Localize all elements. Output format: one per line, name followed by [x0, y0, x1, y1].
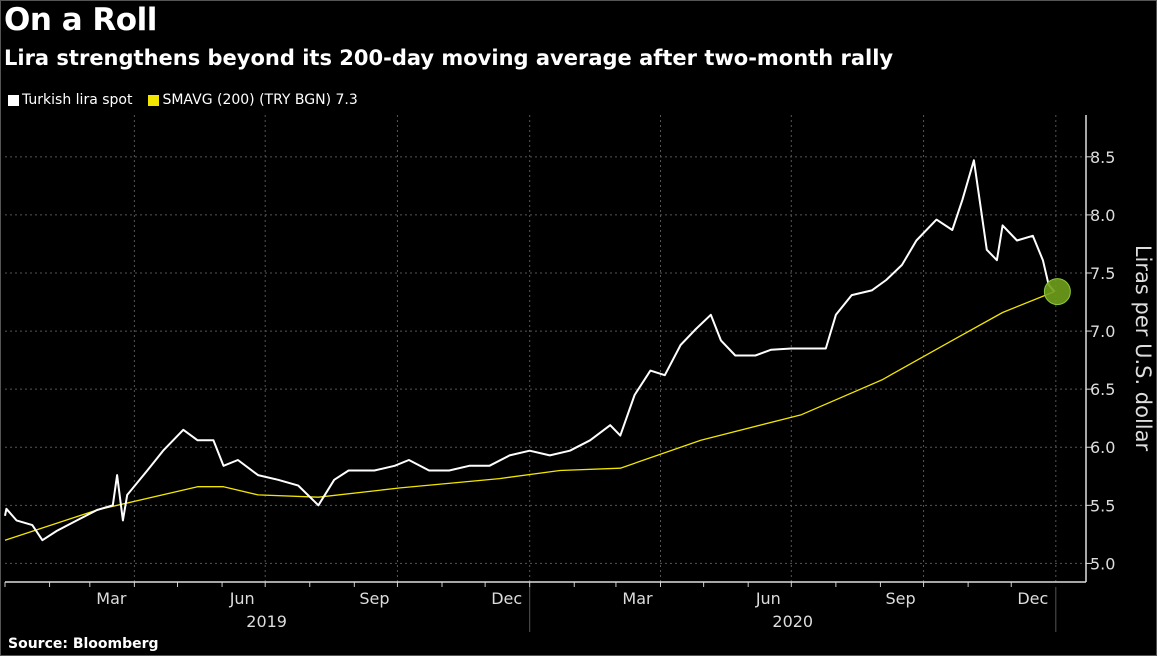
y-tick-label: 7.0: [1090, 322, 1115, 341]
y-tick-label: 6.0: [1090, 438, 1115, 457]
x-tick-label: Sep: [885, 589, 915, 608]
x-year-label: 2020: [772, 612, 813, 631]
chart-subtitle: Lira strengthens beyond its 200-day movi…: [4, 46, 894, 70]
legend-item-spot[interactable]: Turkish lira spot: [8, 92, 132, 108]
x-year-label: 2019: [246, 612, 287, 631]
axes: 5.0 5.5 6.0 6.5 7.0 7.5 8.0 8.5 Mar Jun Sep Dec Mar J…: [4, 115, 1115, 632]
y-tick-label: 6.5: [1090, 380, 1115, 399]
highlight-marker: [1043, 278, 1071, 306]
x-tick-label: Jun: [229, 589, 255, 608]
smavg-line: [4, 290, 1055, 541]
x-tick-label: Sep: [359, 589, 389, 608]
series-lines: [4, 159, 1071, 542]
x-tick-label: Mar: [622, 589, 653, 608]
legend: Turkish lira spot SMAVG (200) (TRY BGN) …: [8, 92, 370, 108]
legend-swatch-white: [8, 94, 19, 106]
gridlines: [5, 115, 1086, 582]
legend-label: SMAVG (200) (TRY BGN) 7.3: [162, 92, 358, 108]
legend-label: Turkish lira spot: [22, 92, 133, 108]
lira-spot-line: [4, 159, 1056, 542]
legend-swatch-yellow: [148, 94, 160, 106]
x-tick-label: Dec: [1017, 589, 1048, 608]
y-tick-label: 7.5: [1090, 264, 1115, 283]
y-axis-title: Liras per U.S. dollar: [1131, 245, 1155, 452]
x-tick-label: Dec: [491, 589, 522, 608]
source-note: Source: Bloomberg: [8, 636, 159, 652]
x-tick-label: Jun: [755, 589, 781, 608]
chart-title: On a Roll: [4, 2, 157, 38]
y-tick-label: 5.0: [1090, 554, 1115, 573]
legend-item-smavg[interactable]: SMAVG (200) (TRY BGN) 7.3: [148, 92, 358, 108]
y-tick-label: 8.0: [1090, 206, 1115, 225]
y-tick-label: 8.5: [1090, 148, 1115, 167]
x-tick-label: Mar: [96, 589, 127, 608]
y-tick-label: 5.5: [1090, 496, 1115, 515]
